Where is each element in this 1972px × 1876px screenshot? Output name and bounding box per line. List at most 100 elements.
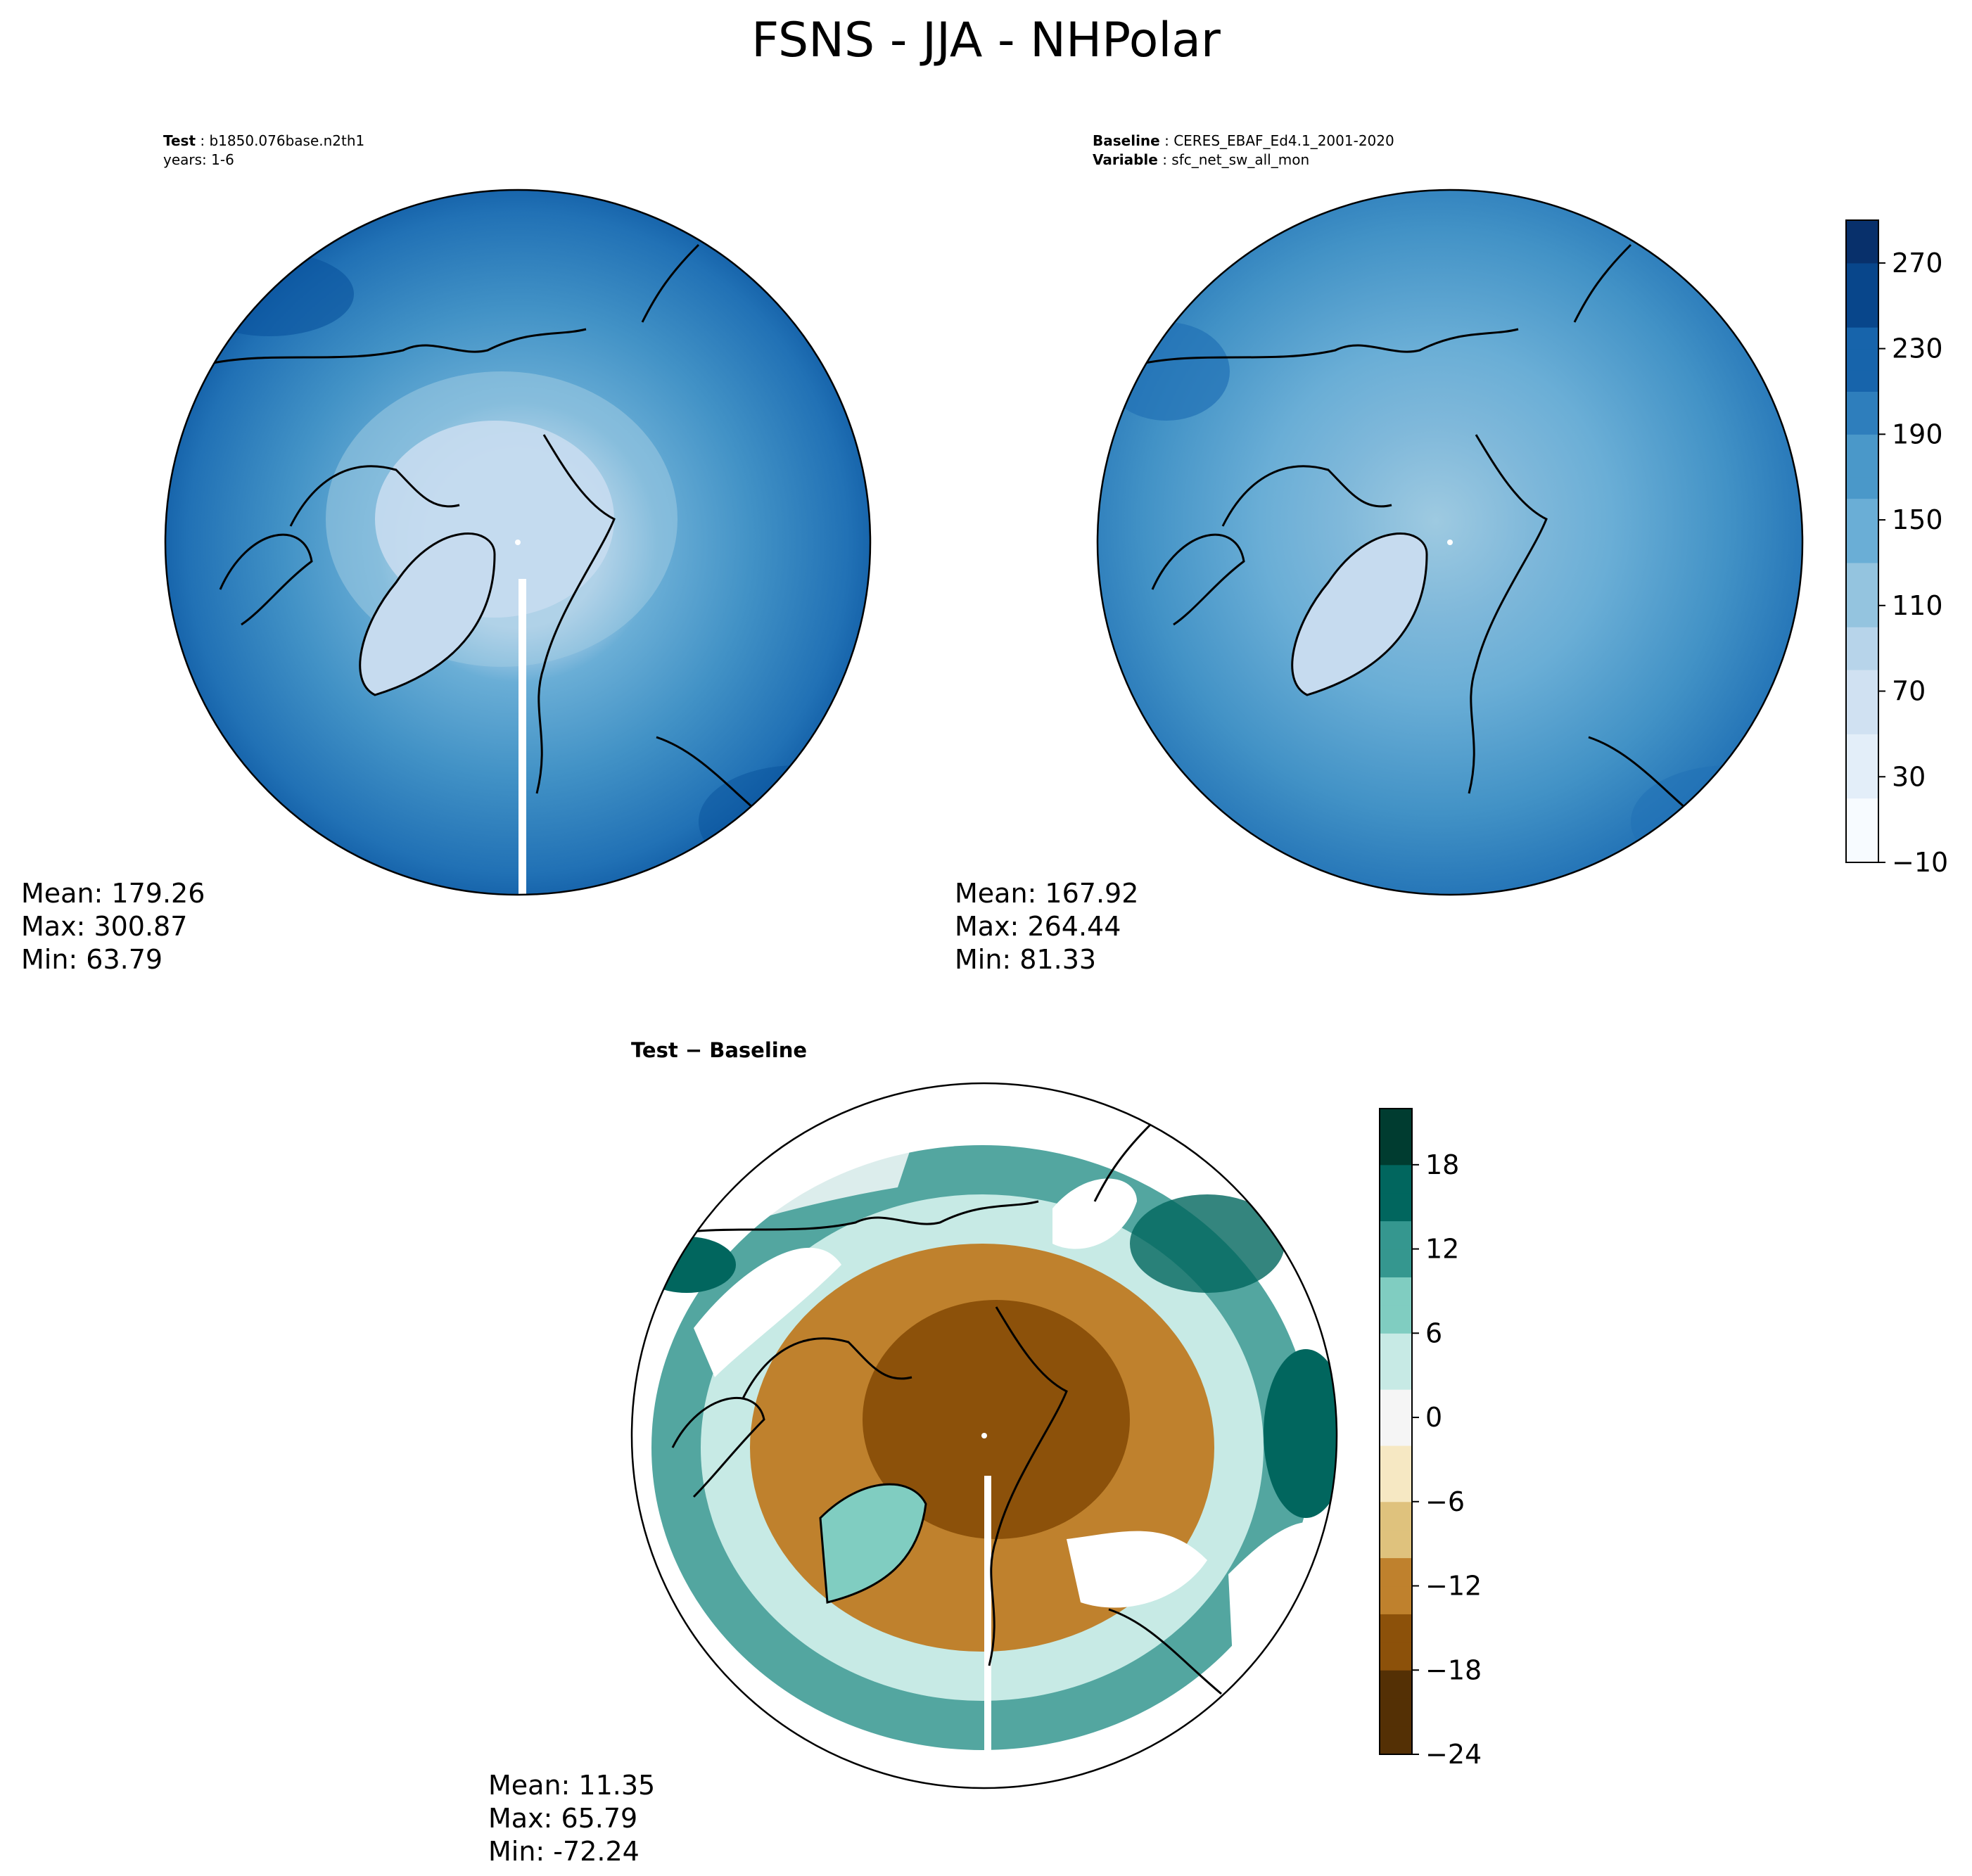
- diff-panel-title: Test − Baseline: [631, 1038, 808, 1062]
- colorbar-band: [1380, 1445, 1412, 1474]
- colorbar-band: [1380, 1361, 1412, 1390]
- colorbar-band: [1380, 1249, 1412, 1277]
- colorbar-tick-label: 6: [1425, 1317, 1442, 1348]
- colorbar-band: [1846, 712, 1878, 734]
- test-panel-header: Test : b1850.076base.n2th1 years: 1-6: [163, 132, 365, 168]
- colorbar-tick-label: −6: [1425, 1486, 1465, 1517]
- test-polar-map: [164, 189, 872, 896]
- colorbar-band: [1846, 691, 1878, 713]
- colorbar-band: [1846, 627, 1878, 649]
- test-name: b1850.076base.n2th1: [209, 132, 365, 149]
- colorbar-band: [1846, 305, 1878, 328]
- colorbar-band: [1846, 370, 1878, 392]
- colorbar-band: [1380, 1192, 1412, 1222]
- baseline-stats: Mean: 167.92 Max: 264.44 Min: 81.33: [955, 877, 1138, 976]
- colorbar-band: [1846, 520, 1878, 542]
- baseline-mean: Mean: 167.92: [955, 878, 1139, 909]
- colorbar-band: [1380, 1473, 1412, 1502]
- diff-stats: Mean: 11.35 Max: 65.79 Min: -72.24: [488, 1769, 655, 1868]
- colorbar-bands: [1846, 220, 1878, 863]
- colorbar-band: [1380, 1220, 1412, 1250]
- colorbar-band: [1846, 284, 1878, 307]
- baseline-max: Max: 264.44: [955, 911, 1121, 942]
- colorbar-band: [1380, 1670, 1412, 1699]
- test-label: Test: [163, 132, 196, 149]
- colorbar-band: [1380, 1109, 1412, 1137]
- baseline-name: CERES_EBAF_Ed4.1_2001-2020: [1173, 132, 1394, 149]
- greenland-region: [360, 533, 495, 695]
- colorbar-ticks: −10 30 70 110 150 190 230 270: [1878, 248, 1948, 878]
- colorbar-band: [1380, 1164, 1412, 1194]
- colorbar-band: [1846, 648, 1878, 670]
- colorbar-tick-label: 150: [1892, 504, 1943, 535]
- diff-mean: Mean: 11.35: [488, 1770, 656, 1801]
- coastlines: [658, 1123, 1222, 1695]
- difference-colorbar: −24 −18 −12 −6 0 6 12 18: [1379, 1108, 1482, 1770]
- colorbar-band: [1380, 1136, 1412, 1166]
- colorbar-band: [1846, 734, 1878, 756]
- colorbar-band: [1846, 498, 1878, 521]
- colorbar-band: [1380, 1557, 1412, 1587]
- colorbar-tick-label: −24: [1425, 1739, 1482, 1770]
- baseline-variable: sfc_net_sw_all_mon: [1171, 151, 1310, 168]
- baseline-min: Min: 81.33: [955, 944, 1097, 975]
- colorbar-band: [1846, 777, 1878, 799]
- figure-title: FSNS - JJA - NHPolar: [751, 13, 1221, 68]
- test-stats: Mean: 179.26 Max: 300.87 Min: 63.79: [21, 877, 205, 976]
- colorbar-band: [1846, 670, 1878, 692]
- colorbar-tick-label: 230: [1892, 333, 1943, 364]
- colorbar-bands: [1380, 1109, 1412, 1755]
- colorbar-frame: [1845, 219, 1879, 863]
- colorbar-tick-label: 12: [1425, 1234, 1459, 1265]
- colorbar-band: [1846, 562, 1878, 585]
- difference-polar-map: [630, 1082, 1338, 1789]
- colorbar-band: [1380, 1305, 1412, 1334]
- test-mean: Mean: 179.26: [21, 878, 205, 909]
- test-years: years: 1-6: [163, 151, 234, 168]
- test-min: Min: 63.79: [21, 944, 163, 975]
- diff-map-border: [630, 1082, 1338, 1789]
- baseline-panel-header: Baseline : CERES_EBAF_Ed4.1_2001-2020 Va…: [1093, 132, 1394, 168]
- baseline-map-border: [1096, 189, 1804, 896]
- colorbar-tick-label: 70: [1892, 676, 1926, 707]
- baseline-polar-map: [1096, 189, 1804, 896]
- colorbar-frame: [1379, 1108, 1413, 1755]
- colorbar-ticks: −24 −18 −12 −6 0 6 12 18: [1412, 1149, 1482, 1770]
- colorbar-band: [1380, 1698, 1412, 1727]
- diff-min: Min: -72.24: [488, 1836, 640, 1867]
- variable-label: Variable: [1093, 151, 1158, 168]
- test-baseline-colorbar: −10 30 70 110 150 190 230 270: [1845, 219, 1948, 878]
- test-map-border: [164, 189, 872, 896]
- colorbar-band: [1380, 1529, 1412, 1559]
- coastlines: [1138, 243, 1702, 823]
- colorbar-band: [1846, 391, 1878, 414]
- baseline-label: Baseline: [1093, 132, 1160, 149]
- colorbar-tick-label: 270: [1892, 248, 1943, 279]
- diff-max: Max: 65.79: [488, 1803, 638, 1834]
- colorbar-tick-label: 190: [1892, 419, 1943, 449]
- colorbar-band: [1380, 1417, 1412, 1446]
- colorbar-band: [1846, 327, 1878, 350]
- colorbar-band: [1846, 798, 1878, 820]
- colorbar-band: [1380, 1585, 1412, 1614]
- colorbar-band: [1380, 1642, 1412, 1671]
- colorbar-band: [1846, 434, 1878, 457]
- colorbar-band: [1846, 605, 1878, 627]
- colorbar-band: [1846, 412, 1878, 435]
- colorbar-band: [1846, 455, 1878, 478]
- colorbar-band: [1846, 348, 1878, 371]
- colorbar-tick-label: −10: [1892, 847, 1948, 878]
- colorbar-band: [1380, 1333, 1412, 1362]
- colorbar-tick-label: −12: [1425, 1571, 1482, 1602]
- colorbar-tick-label: 0: [1425, 1402, 1442, 1433]
- test-max: Max: 300.87: [21, 911, 188, 942]
- colorbar-band: [1380, 1389, 1412, 1418]
- colorbar-band: [1380, 1726, 1412, 1755]
- colorbar-band: [1380, 1501, 1412, 1531]
- greenland-region: [1292, 533, 1427, 695]
- colorbar-band: [1380, 1614, 1412, 1642]
- colorbar-band: [1846, 262, 1878, 285]
- colorbar-tick-label: 110: [1892, 590, 1943, 621]
- colorbar-band: [1846, 477, 1878, 499]
- colorbar-band: [1846, 241, 1878, 264]
